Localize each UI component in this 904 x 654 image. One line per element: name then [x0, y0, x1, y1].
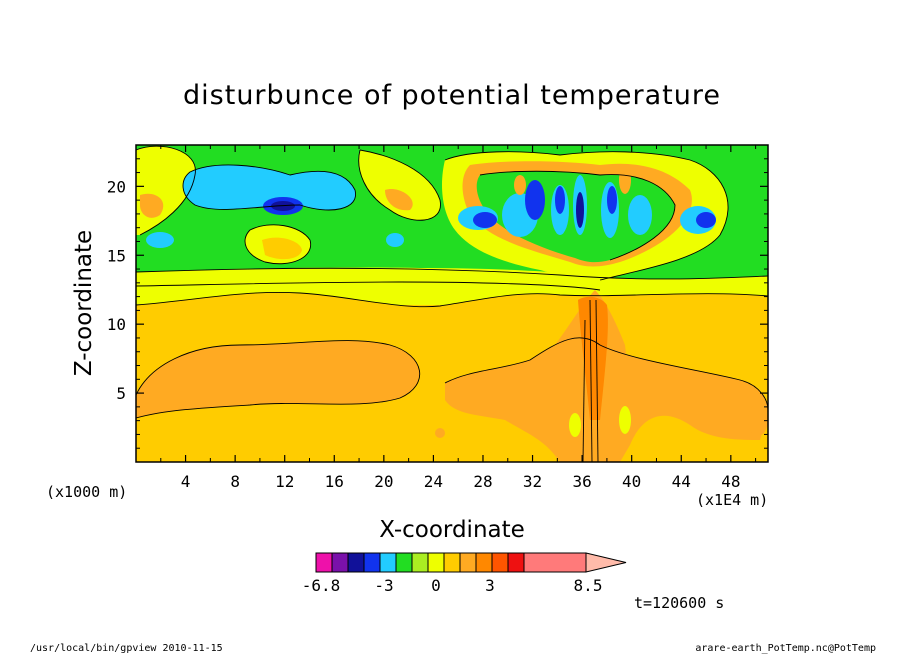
colorbar-tick-label: 3 — [485, 576, 495, 595]
x-tick-label: 32 — [523, 472, 542, 491]
x-axis-label: X-coordinate — [379, 517, 525, 543]
x-tick-label: 8 — [230, 472, 240, 491]
y-tick-label: 15 — [107, 246, 126, 265]
colorbar-swatch — [443, 552, 461, 573]
colorbar-swatch — [491, 552, 509, 573]
x-tick-label: 48 — [721, 472, 740, 491]
colorbar-tick-label: -3 — [374, 576, 393, 595]
x-tick-label: 24 — [424, 472, 443, 491]
x-tick-label: 44 — [672, 472, 691, 491]
y-axis-label: Z-coordinate — [71, 230, 97, 376]
y-tick-label: 20 — [107, 177, 126, 196]
x-unit-left-label: (x1000 m) — [46, 483, 127, 501]
chart-title: disturbunce of potential temperature — [183, 80, 721, 111]
footer-left: /usr/local/bin/gpview 2010-11-15 — [30, 643, 223, 654]
x-tick-label: 28 — [473, 472, 492, 491]
colorbar-swatch — [363, 552, 381, 573]
colorbar-swatch — [523, 552, 587, 573]
colorbar-swatch — [331, 552, 349, 573]
x-tick-label: 4 — [181, 472, 191, 491]
colorbar-swatch — [459, 552, 477, 573]
colorbar-swatch — [475, 552, 493, 573]
contour-field — [136, 145, 768, 462]
x-tick-label: 40 — [622, 472, 641, 491]
colorbar-tick-label: 8.5 — [574, 576, 603, 595]
x-tick-label: 12 — [275, 472, 294, 491]
colorbar-swatch — [507, 552, 525, 573]
x-axis: 4 8 12 16 20 24 28 32 36 40 44 48 — [160, 145, 757, 491]
colorbar-tick-label: -6.8 — [302, 576, 341, 595]
colorbar-tick-label: 0 — [431, 576, 441, 595]
color-legend: -6.8 -3 0 3 8.5 — [302, 552, 627, 595]
y-tick-label: 5 — [116, 384, 126, 403]
y-tick-label: 10 — [107, 315, 126, 334]
footer-right: arare-earth_PotTemp.nc@PotTemp — [695, 643, 876, 654]
colorbar-arrow — [585, 552, 627, 573]
plot-frame — [135, 144, 769, 463]
y-axis: 5 10 15 20 — [107, 158, 768, 449]
x-tick-label: 20 — [374, 472, 393, 491]
x-tick-label: 16 — [325, 472, 344, 491]
colorbar-swatch — [379, 552, 397, 573]
colorbar-swatch — [395, 552, 413, 573]
time-label: t=120600 s — [634, 594, 724, 612]
colorbar-swatch — [315, 552, 333, 573]
colorbar-swatch — [411, 552, 429, 573]
x-unit-right-label: (x1E4 m) — [696, 491, 768, 509]
colorbar-swatch — [347, 552, 365, 573]
colorbar-swatch — [427, 552, 445, 573]
x-tick-label: 36 — [572, 472, 591, 491]
